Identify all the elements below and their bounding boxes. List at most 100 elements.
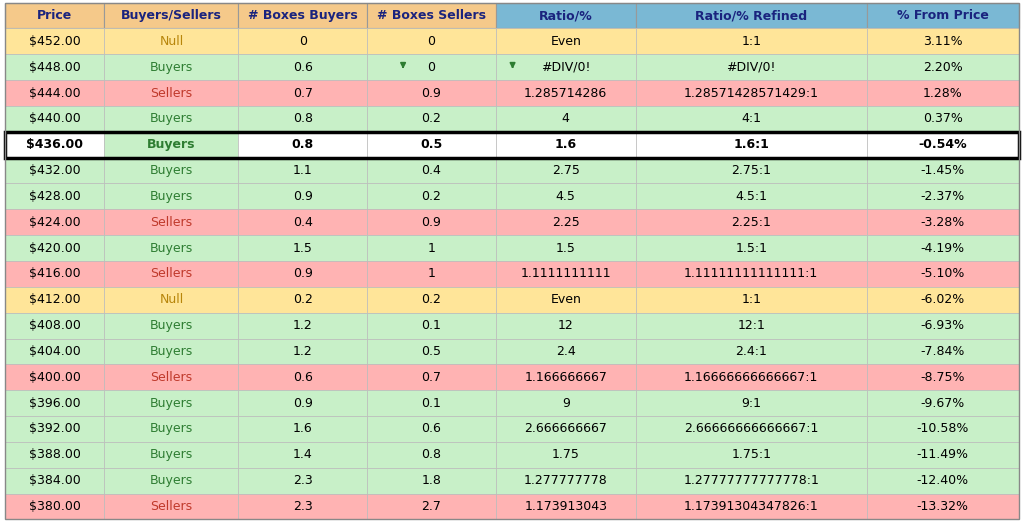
Text: 9:1: 9:1 (741, 397, 761, 410)
Text: Null: Null (160, 293, 183, 306)
Bar (5, 468, 104, 494)
Text: Buyers: Buyers (150, 112, 193, 125)
Bar (867, 80, 1019, 106)
Bar (367, 106, 496, 132)
Text: Price: Price (37, 9, 73, 22)
Text: 0.6: 0.6 (422, 422, 441, 435)
Text: 1:1: 1:1 (741, 293, 761, 306)
Bar (239, 442, 367, 468)
Text: $424.00: $424.00 (29, 216, 81, 229)
Text: $396.00: $396.00 (29, 397, 81, 410)
Text: 12:1: 12:1 (737, 319, 765, 332)
Text: Buyers: Buyers (150, 242, 193, 255)
Text: -5.10%: -5.10% (921, 267, 965, 280)
Bar (496, 390, 636, 416)
Text: 1.6: 1.6 (555, 138, 577, 151)
Bar (367, 54, 496, 80)
Bar (636, 390, 867, 416)
Bar (367, 390, 496, 416)
Bar (867, 106, 1019, 132)
Bar (496, 494, 636, 519)
Text: 4.5: 4.5 (556, 190, 575, 203)
Bar (367, 494, 496, 519)
Text: Buyers: Buyers (150, 319, 193, 332)
Text: 0.2: 0.2 (422, 293, 441, 306)
Bar (496, 261, 636, 287)
Bar (104, 468, 239, 494)
Bar (636, 313, 867, 339)
Text: $420.00: $420.00 (29, 242, 81, 255)
Text: 0.1: 0.1 (422, 319, 441, 332)
Text: -11.49%: -11.49% (916, 448, 969, 461)
Bar (367, 364, 496, 390)
Bar (367, 184, 496, 209)
Bar (104, 494, 239, 519)
Bar (104, 364, 239, 390)
Text: 0.4: 0.4 (422, 164, 441, 177)
Bar (367, 80, 496, 106)
Bar (5, 287, 104, 313)
Text: 1:1: 1:1 (741, 35, 761, 48)
Text: 4: 4 (562, 112, 569, 125)
Bar (5, 80, 104, 106)
Bar (367, 29, 496, 54)
Text: #DIV/0!: #DIV/0! (726, 61, 776, 74)
Text: Sellers: Sellers (151, 216, 193, 229)
Text: Even: Even (550, 35, 582, 48)
Bar (496, 106, 636, 132)
Text: 1.6: 1.6 (293, 422, 312, 435)
Text: -12.40%: -12.40% (916, 474, 969, 487)
Bar (104, 442, 239, 468)
Text: 1.5: 1.5 (556, 242, 575, 255)
Bar (5, 184, 104, 209)
Bar (5, 313, 104, 339)
Bar (867, 364, 1019, 390)
Bar (867, 54, 1019, 80)
Bar (5, 54, 104, 80)
Text: Buyers: Buyers (150, 345, 193, 358)
Bar (636, 80, 867, 106)
Text: Buyers: Buyers (150, 474, 193, 487)
Text: 0.9: 0.9 (293, 397, 312, 410)
Bar (636, 468, 867, 494)
Bar (867, 494, 1019, 519)
Text: Even: Even (550, 293, 582, 306)
Bar (496, 416, 636, 442)
Bar (5, 494, 104, 519)
Text: Buyers: Buyers (150, 164, 193, 177)
Bar (367, 209, 496, 235)
Bar (367, 287, 496, 313)
Text: #DIV/0!: #DIV/0! (541, 61, 591, 74)
Text: 0.2: 0.2 (422, 190, 441, 203)
Text: $404.00: $404.00 (29, 345, 81, 358)
Bar (5, 364, 104, 390)
Bar (5, 106, 104, 132)
Bar (496, 184, 636, 209)
Bar (239, 339, 367, 364)
Bar (636, 494, 867, 519)
Text: 2.75:1: 2.75:1 (731, 164, 771, 177)
Text: 1.75: 1.75 (552, 448, 580, 461)
Bar (496, 364, 636, 390)
Text: $388.00: $388.00 (29, 448, 81, 461)
Bar (636, 442, 867, 468)
Text: -13.32%: -13.32% (916, 500, 969, 513)
Bar (5, 416, 104, 442)
Bar (636, 339, 867, 364)
Text: $440.00: $440.00 (29, 112, 81, 125)
Bar (867, 184, 1019, 209)
Text: 1.28%: 1.28% (923, 87, 963, 100)
Text: $392.00: $392.00 (29, 422, 81, 435)
Bar (5, 339, 104, 364)
Text: -3.28%: -3.28% (921, 216, 965, 229)
Bar (867, 390, 1019, 416)
Bar (239, 468, 367, 494)
Text: 2.25: 2.25 (552, 216, 580, 229)
Bar (496, 29, 636, 54)
Bar (636, 29, 867, 54)
Text: 1.28571428571429:1: 1.28571428571429:1 (684, 87, 819, 100)
Text: Buyers: Buyers (150, 397, 193, 410)
Bar (104, 184, 239, 209)
Text: 0.8: 0.8 (293, 112, 312, 125)
Text: 1.4: 1.4 (293, 448, 312, 461)
